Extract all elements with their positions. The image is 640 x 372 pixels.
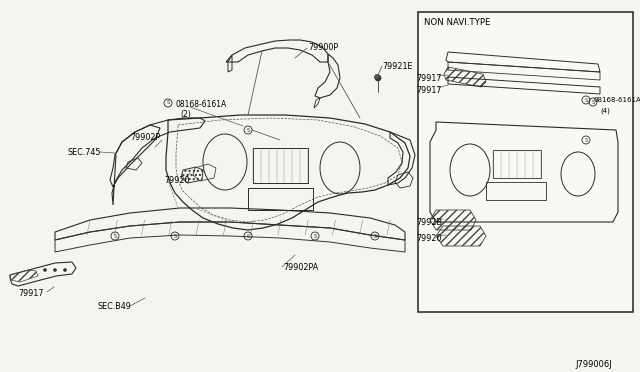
- Bar: [418, 12, 633, 312]
- Text: S: S: [246, 234, 250, 238]
- Text: S: S: [314, 234, 317, 238]
- Text: (4): (4): [600, 107, 610, 113]
- Text: 79917: 79917: [18, 289, 44, 298]
- Circle shape: [44, 269, 47, 272]
- Text: NON NAVI.TYPE: NON NAVI.TYPE: [424, 18, 490, 27]
- Bar: [253, 148, 308, 183]
- Text: (2): (2): [180, 110, 191, 119]
- Text: 79917: 79917: [416, 74, 442, 83]
- Text: 79900P: 79900P: [308, 43, 338, 52]
- Circle shape: [375, 75, 381, 81]
- Text: 08168-6161A: 08168-6161A: [175, 100, 227, 109]
- Bar: [486, 182, 546, 200]
- Text: S: S: [373, 234, 376, 238]
- Text: 79902P: 79902P: [130, 133, 160, 142]
- Text: S: S: [591, 99, 595, 105]
- Text: 79902PA: 79902PA: [283, 263, 318, 272]
- Text: SEC.B49: SEC.B49: [97, 302, 131, 311]
- Bar: [248, 188, 313, 210]
- Text: 79921E: 79921E: [382, 62, 413, 71]
- Text: S: S: [173, 234, 177, 238]
- Text: S: S: [166, 100, 170, 106]
- Circle shape: [54, 269, 56, 272]
- Text: SEC.745: SEC.745: [68, 148, 102, 157]
- Text: 79920: 79920: [416, 234, 442, 243]
- Text: 7992B: 7992B: [416, 218, 442, 227]
- Text: J799006J: J799006J: [575, 360, 612, 369]
- Text: S: S: [113, 234, 116, 238]
- Text: 08168-6161A: 08168-6161A: [593, 97, 640, 103]
- Text: 79920: 79920: [164, 176, 189, 185]
- Text: 79917: 79917: [416, 86, 442, 95]
- Text: S: S: [246, 128, 250, 132]
- Circle shape: [63, 269, 67, 272]
- Circle shape: [374, 74, 380, 80]
- Bar: [493, 150, 541, 178]
- Text: S: S: [584, 97, 588, 103]
- Text: S: S: [584, 138, 588, 142]
